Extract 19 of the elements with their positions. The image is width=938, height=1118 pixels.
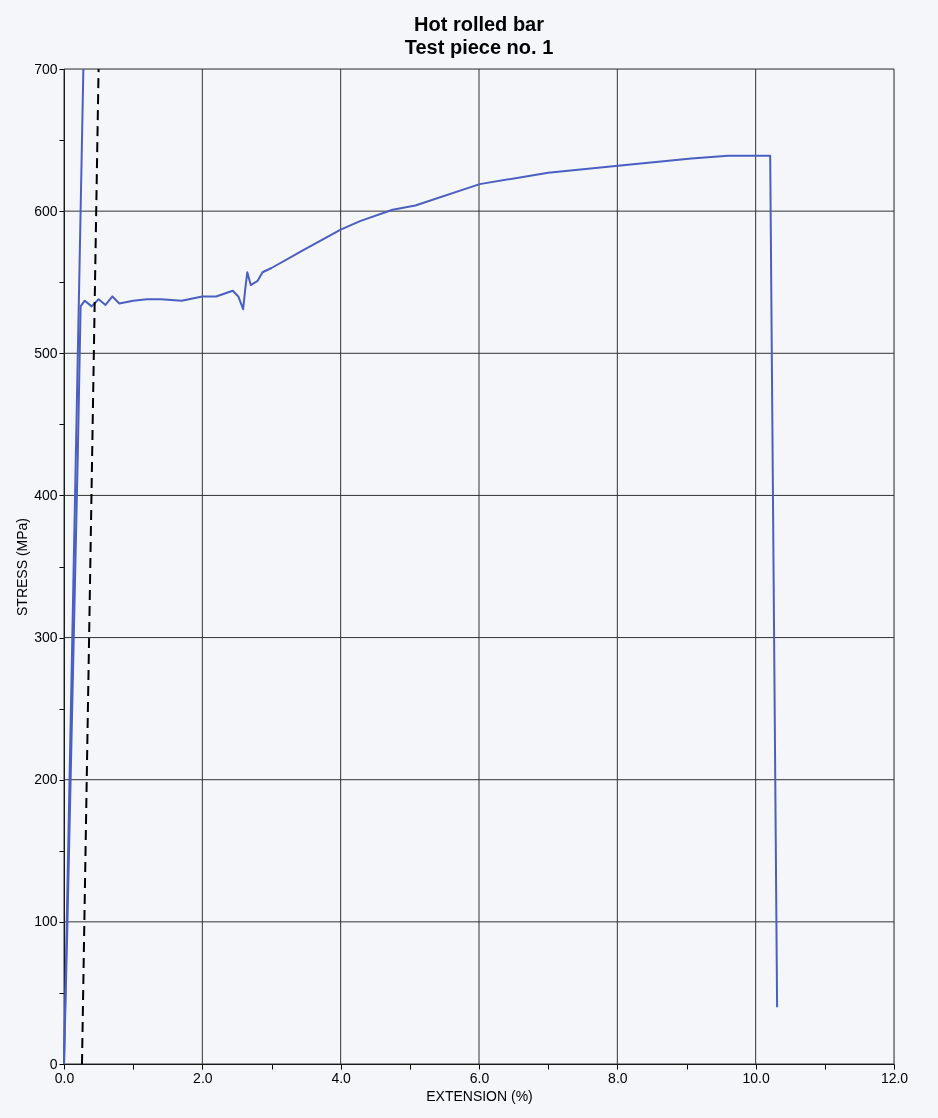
x-tick-label: 8.0 — [608, 1069, 628, 1086]
y-tick-label: 500 — [34, 344, 58, 361]
y-tick-label: 300 — [34, 629, 58, 646]
y-tick-label: 600 — [34, 202, 58, 219]
chart-title: Hot rolled bar — [413, 13, 545, 35]
x-tick-label: 12.0 — [880, 1069, 909, 1086]
y-tick-label: 100 — [34, 913, 58, 930]
y-axis-title: STRESS (MPa) — [14, 517, 31, 617]
x-tick-label: 4.0 — [331, 1069, 352, 1086]
x-tick-label: 6.0 — [469, 1069, 490, 1086]
y-tick-label: 400 — [34, 486, 58, 503]
x-tick-label: 10.0 — [742, 1069, 770, 1086]
x-tick-label: 0.0 — [54, 1069, 75, 1086]
x-axis-title: EXTENSION (%) — [426, 1087, 533, 1104]
x-tick-label: 2.0 — [193, 1069, 213, 1086]
chart-subtitle: Test piece no. 1 — [404, 36, 554, 58]
y-tick-label: 0 — [49, 1055, 58, 1072]
y-tick-label: 700 — [34, 60, 58, 77]
y-tick-label: 200 — [34, 771, 58, 788]
